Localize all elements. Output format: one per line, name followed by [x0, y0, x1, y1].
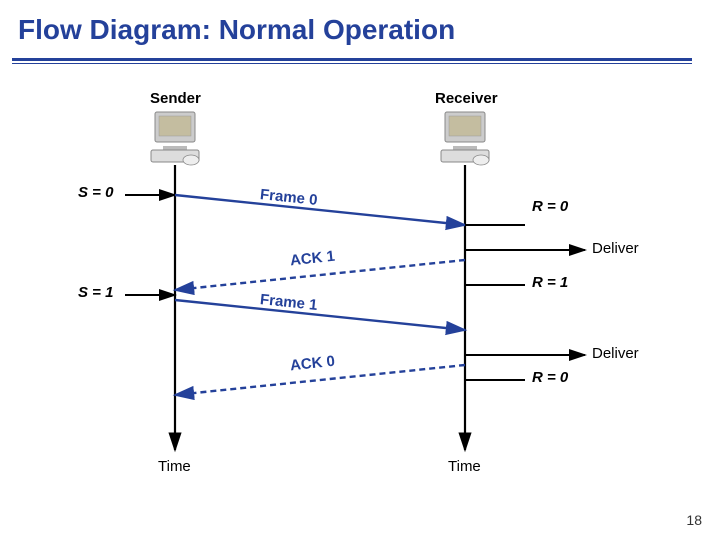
time-label-receiver: Time: [448, 458, 481, 475]
deliver-2: Deliver: [592, 345, 639, 362]
state-r-0-b: R = 0: [532, 369, 568, 386]
state-r-0-a: R = 0: [532, 198, 568, 215]
deliver-1: Deliver: [592, 240, 639, 257]
title-underline-thick: [12, 58, 692, 61]
state-s-1: S = 1: [78, 284, 113, 301]
page-number: 18: [686, 512, 702, 528]
diagram-canvas: Sender Receiver: [0, 80, 720, 500]
time-label-sender: Time: [158, 458, 191, 475]
slide-title: Flow Diagram: Normal Operation: [0, 0, 720, 48]
state-s-0: S = 0: [78, 184, 113, 201]
title-underline-thin: [12, 63, 692, 64]
state-r-1: R = 1: [532, 274, 568, 291]
